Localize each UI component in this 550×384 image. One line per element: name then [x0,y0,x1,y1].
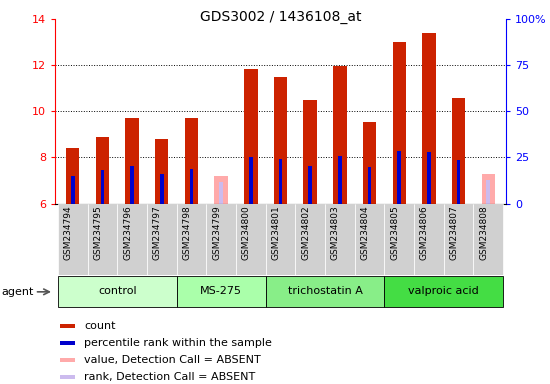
Bar [214,176,228,204]
Bar [206,204,236,275]
Text: control: control [98,286,136,296]
Bar [266,204,295,275]
Text: GSM234806: GSM234806 [420,206,429,260]
Bar [190,169,193,204]
Bar [384,204,414,275]
Text: valproic acid: valproic acid [408,286,479,296]
Text: rank, Detection Call = ABSENT: rank, Detection Call = ABSENT [84,372,256,382]
Bar [130,166,134,204]
Text: GSM234807: GSM234807 [449,206,459,260]
Bar [58,276,177,307]
Bar [58,204,87,275]
Bar [422,33,436,204]
Bar [309,166,312,204]
Text: GSM234800: GSM234800 [242,206,251,260]
Text: GSM234804: GSM234804 [360,206,370,260]
Bar [155,139,168,204]
Text: GSM234801: GSM234801 [272,206,280,260]
Bar [59,341,75,345]
Bar [66,148,80,204]
Bar [96,137,109,204]
Bar [274,77,287,204]
Bar [444,204,474,275]
Bar [101,170,104,204]
Bar [59,324,75,328]
Bar [59,358,75,362]
Text: GDS3002 / 1436108_at: GDS3002 / 1436108_at [200,10,361,23]
Bar [219,182,223,204]
Text: value, Detection Call = ABSENT: value, Detection Call = ABSENT [84,355,261,365]
Bar [398,151,401,204]
Bar [295,204,325,275]
Bar [160,174,163,204]
Bar [333,66,346,204]
Bar [177,204,206,275]
Bar [59,375,75,379]
Bar [325,204,355,275]
Text: GSM234794: GSM234794 [64,206,73,260]
Text: MS-275: MS-275 [200,286,242,296]
Bar [363,122,376,204]
Text: GSM234805: GSM234805 [390,206,399,260]
Bar [147,204,177,275]
Text: GSM234796: GSM234796 [123,206,132,260]
Bar [279,159,282,204]
Bar [266,276,384,307]
Text: count: count [84,321,116,331]
Text: trichostatin A: trichostatin A [288,286,362,296]
Text: GSM234802: GSM234802 [301,206,310,260]
Bar [355,204,384,275]
Bar [185,118,198,204]
Bar [244,69,257,204]
Bar [427,152,431,204]
Text: percentile rank within the sample: percentile rank within the sample [84,338,272,348]
Bar [125,118,139,204]
Bar [338,156,342,204]
Bar [481,174,495,204]
Text: GSM234795: GSM234795 [94,206,102,260]
Bar [474,204,503,275]
Bar [177,276,266,307]
Bar [486,180,490,204]
Bar [71,176,75,204]
Bar [384,276,503,307]
Text: GSM234803: GSM234803 [331,206,340,260]
Text: GSM234798: GSM234798 [183,206,191,260]
Bar [393,42,406,204]
Text: GSM234808: GSM234808 [479,206,488,260]
Text: GSM234797: GSM234797 [153,206,162,260]
Bar [117,204,147,275]
Bar [452,98,465,204]
Bar [249,157,252,204]
Bar [368,167,371,204]
Bar [236,204,266,275]
Bar [456,160,460,204]
Bar [304,100,317,204]
Bar [414,204,444,275]
Text: GSM234799: GSM234799 [212,206,221,260]
Text: agent: agent [1,287,34,297]
Bar [87,204,117,275]
